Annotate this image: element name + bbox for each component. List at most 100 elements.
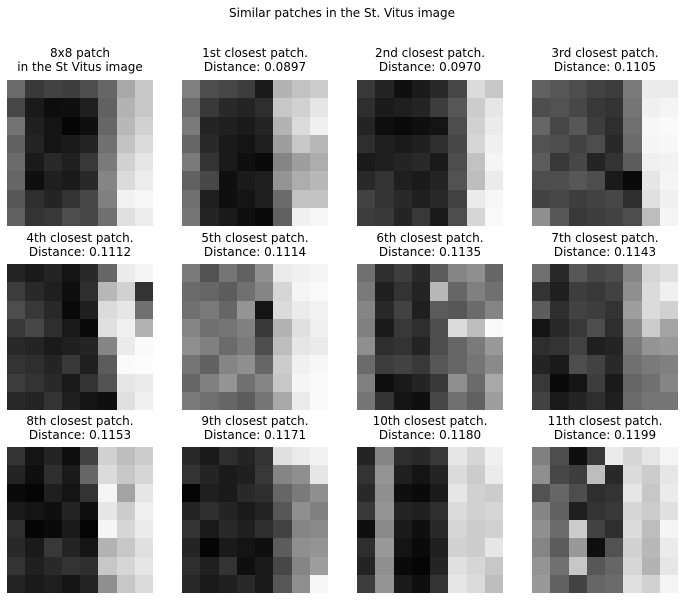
patch-pixel	[200, 282, 219, 301]
patch-pixel	[291, 465, 310, 484]
patch-pixel	[43, 355, 62, 374]
patch-pixel	[291, 520, 310, 539]
patch-pixel	[182, 501, 201, 520]
patch-pixel	[291, 556, 310, 575]
patch-pixel	[393, 373, 412, 392]
patch-pixel	[273, 153, 292, 172]
patch-pixel	[605, 520, 624, 539]
patch-pixel	[430, 538, 449, 557]
patch-image	[182, 264, 328, 410]
patch-pixel	[255, 282, 274, 301]
patch-pixel	[411, 98, 430, 117]
patch-pixel	[448, 501, 467, 520]
patch-pixel	[134, 207, 153, 226]
patch-pixel	[98, 483, 117, 502]
patch-pixel	[134, 134, 153, 153]
patch-title-line: Distance: 0.1135	[378, 245, 482, 259]
patch-pixel	[309, 282, 328, 301]
patch-pixel	[466, 300, 485, 319]
patch-pixel	[532, 318, 551, 337]
patch-pixel	[182, 447, 201, 466]
patch-pixel	[43, 556, 62, 575]
patch-pixel	[484, 483, 503, 502]
patch-pixel	[200, 501, 219, 520]
patch-pixel	[98, 447, 117, 466]
patch-pixel	[7, 207, 26, 226]
patch-pixel	[61, 538, 80, 557]
patch-pixel	[200, 483, 219, 502]
patch-pixel	[25, 465, 44, 484]
patch-pixel	[43, 520, 62, 539]
patch-pixel	[291, 98, 310, 117]
patch-pixel	[357, 391, 376, 410]
patch-pixel	[182, 116, 201, 135]
patch-pixel	[532, 501, 551, 520]
patch-pixel	[25, 447, 44, 466]
patch-pixel	[357, 483, 376, 502]
patch-pixel	[236, 355, 255, 374]
patch-pixel	[375, 465, 394, 484]
patch-pixel	[466, 189, 485, 208]
patch-pixel	[641, 520, 660, 539]
patch-pixel	[430, 355, 449, 374]
patch-pixel	[309, 483, 328, 502]
patch-pixel	[357, 116, 376, 135]
patch-pixel	[448, 355, 467, 374]
patch-pixel	[568, 501, 587, 520]
patch-pixel	[568, 153, 587, 172]
patch-pixel	[550, 574, 569, 593]
patch-pixel	[309, 538, 328, 557]
patch-pixel	[411, 465, 430, 484]
patch-pixel	[357, 318, 376, 337]
patch-pixel	[411, 520, 430, 539]
patch-title-line: 3rd closest patch.	[551, 46, 659, 60]
patch-pixel	[586, 373, 605, 392]
patch-pixel	[200, 465, 219, 484]
patch-pixel	[218, 264, 237, 283]
patch-pixel	[641, 134, 660, 153]
patch-pixel	[357, 153, 376, 172]
patch-pixel	[7, 318, 26, 337]
patch-pixel	[182, 538, 201, 557]
patch-pixel	[80, 116, 99, 135]
patch-pixel	[605, 447, 624, 466]
patch-pixel	[116, 501, 135, 520]
patch-pixel	[7, 171, 26, 190]
patch-pixel	[116, 574, 135, 593]
patch-pixel	[430, 391, 449, 410]
patch-pixel	[550, 134, 569, 153]
patch-pixel	[80, 134, 99, 153]
patch-pixel	[80, 80, 99, 99]
patch-title: 1st closest patch. Distance: 0.0897	[167, 46, 343, 74]
patch-pixel	[255, 483, 274, 502]
patch-pixel	[236, 171, 255, 190]
patch-pixel	[659, 264, 678, 283]
patch-pixel	[7, 355, 26, 374]
patch-pixel	[200, 373, 219, 392]
patch-pixel	[61, 98, 80, 117]
patch-pixel	[200, 391, 219, 410]
patch-pixel	[568, 447, 587, 466]
patch-pixel	[61, 189, 80, 208]
patch-pixel	[466, 171, 485, 190]
patch-pixel	[448, 337, 467, 356]
patch-pixel	[218, 538, 237, 557]
patch-pixel	[182, 207, 201, 226]
patch-image	[532, 80, 678, 226]
patch-pixel	[200, 574, 219, 593]
patch-pixel	[550, 337, 569, 356]
patch-image	[532, 447, 678, 593]
patch-pixel	[623, 300, 642, 319]
patch-pixel	[291, 134, 310, 153]
patch-pixel	[466, 501, 485, 520]
patch-pixel	[605, 391, 624, 410]
patch-pixel	[80, 483, 99, 502]
patch-pixel	[568, 483, 587, 502]
patch-pixel	[550, 465, 569, 484]
patch-pixel	[550, 98, 569, 117]
patch-pixel	[273, 264, 292, 283]
patch-pixel	[659, 373, 678, 392]
patch-title-line: 2nd closest patch.	[374, 46, 486, 60]
patch-pixel	[43, 134, 62, 153]
patch-title-line: Distance: 0.1114	[203, 245, 307, 259]
